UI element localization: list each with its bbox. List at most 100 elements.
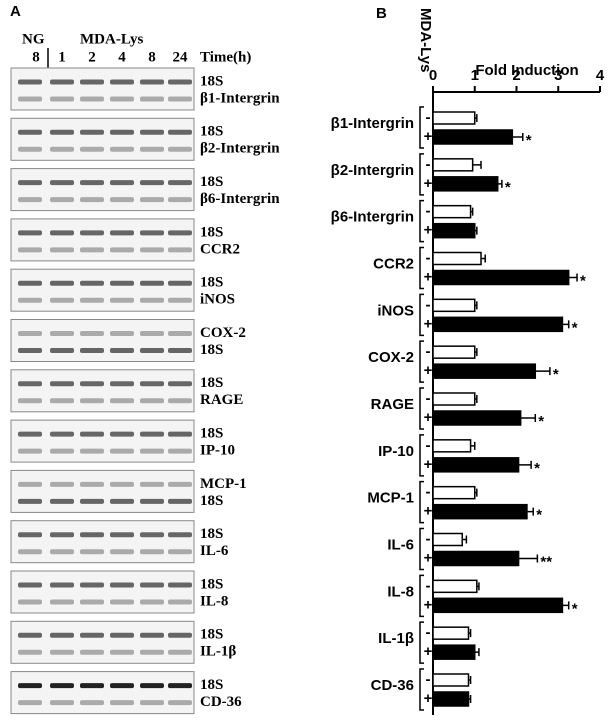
bar [432,550,520,567]
band [80,448,104,454]
band [80,498,104,504]
series-label: + [424,409,433,426]
band [168,146,192,152]
x-tick-label: 1 [471,67,479,84]
bar [432,597,564,614]
gel [10,620,195,664]
band [50,398,74,404]
band [110,381,134,387]
band [80,481,104,487]
band [80,247,104,253]
band [110,649,134,655]
band [50,549,74,555]
error-bar [481,254,486,263]
lane-label: 1 [58,49,66,65]
error-bar [568,273,578,282]
band [50,230,74,236]
band [168,549,192,555]
band [18,448,42,454]
significance: * [538,413,544,430]
series-label: - [426,530,431,547]
band [140,431,164,437]
band [80,297,104,303]
band [168,129,192,135]
band [50,247,74,253]
gel-label: CCR2 [200,241,240,257]
band [110,599,134,605]
band [110,180,134,186]
series-label: + [424,456,433,473]
bar [432,251,482,266]
band [110,247,134,253]
band [168,683,192,689]
category-label: β2-Intergrin [331,162,414,179]
series-label: + [424,690,433,707]
bar [432,691,470,707]
gel-label: IL-8 [200,593,228,609]
gel-label: 18S [200,342,223,358]
band [80,280,104,286]
band [110,348,134,353]
gel-label: IP-10 [200,443,235,459]
band [140,348,164,353]
bracket [419,246,424,290]
x-tick-label: 4 [596,67,605,84]
significance: * [534,460,540,477]
bracket [419,153,424,196]
band [18,582,42,588]
series-label: - [426,577,431,594]
band [80,230,104,236]
significance: ** [540,553,552,570]
error-bar [512,133,524,141]
bar [432,316,564,333]
category-label: COX-2 [368,349,414,366]
error-bar [526,507,534,516]
band [18,481,42,487]
x-tick-label: 2 [512,67,520,84]
bar [432,269,570,286]
band [140,582,164,588]
band [18,398,42,404]
band [140,599,164,605]
band [50,481,74,487]
series-label: - [426,296,431,313]
band [168,649,192,655]
bar [432,579,478,594]
series-label: + [424,268,433,285]
band [18,331,42,336]
band [110,582,134,588]
gel-label: 18S [200,124,223,140]
category-label: IL-6 [387,536,414,553]
band [18,146,42,152]
bracket [419,574,424,618]
series-label: + [424,503,433,520]
gel-label: iNOS [200,292,235,308]
band [168,448,192,454]
band [168,348,192,353]
bar [432,129,514,145]
band [168,197,192,203]
lane-label: 24 [173,49,189,65]
series-label: + [424,362,433,379]
band [50,582,74,588]
band [140,498,164,504]
band [168,700,192,706]
band [18,348,42,353]
error-bar [535,367,551,376]
bar [432,457,520,473]
series-label: - [426,343,431,360]
band [18,197,42,203]
significance: * [572,600,578,617]
bar [432,222,476,239]
gel-label: CD-36 [200,694,242,710]
band [18,683,42,689]
band [168,79,192,85]
error-bar [562,320,570,329]
bracket [419,621,424,664]
band [80,549,104,555]
band [140,180,164,186]
bar [432,158,474,172]
bar [432,363,537,379]
error-bar [474,301,478,310]
gel [10,168,195,212]
